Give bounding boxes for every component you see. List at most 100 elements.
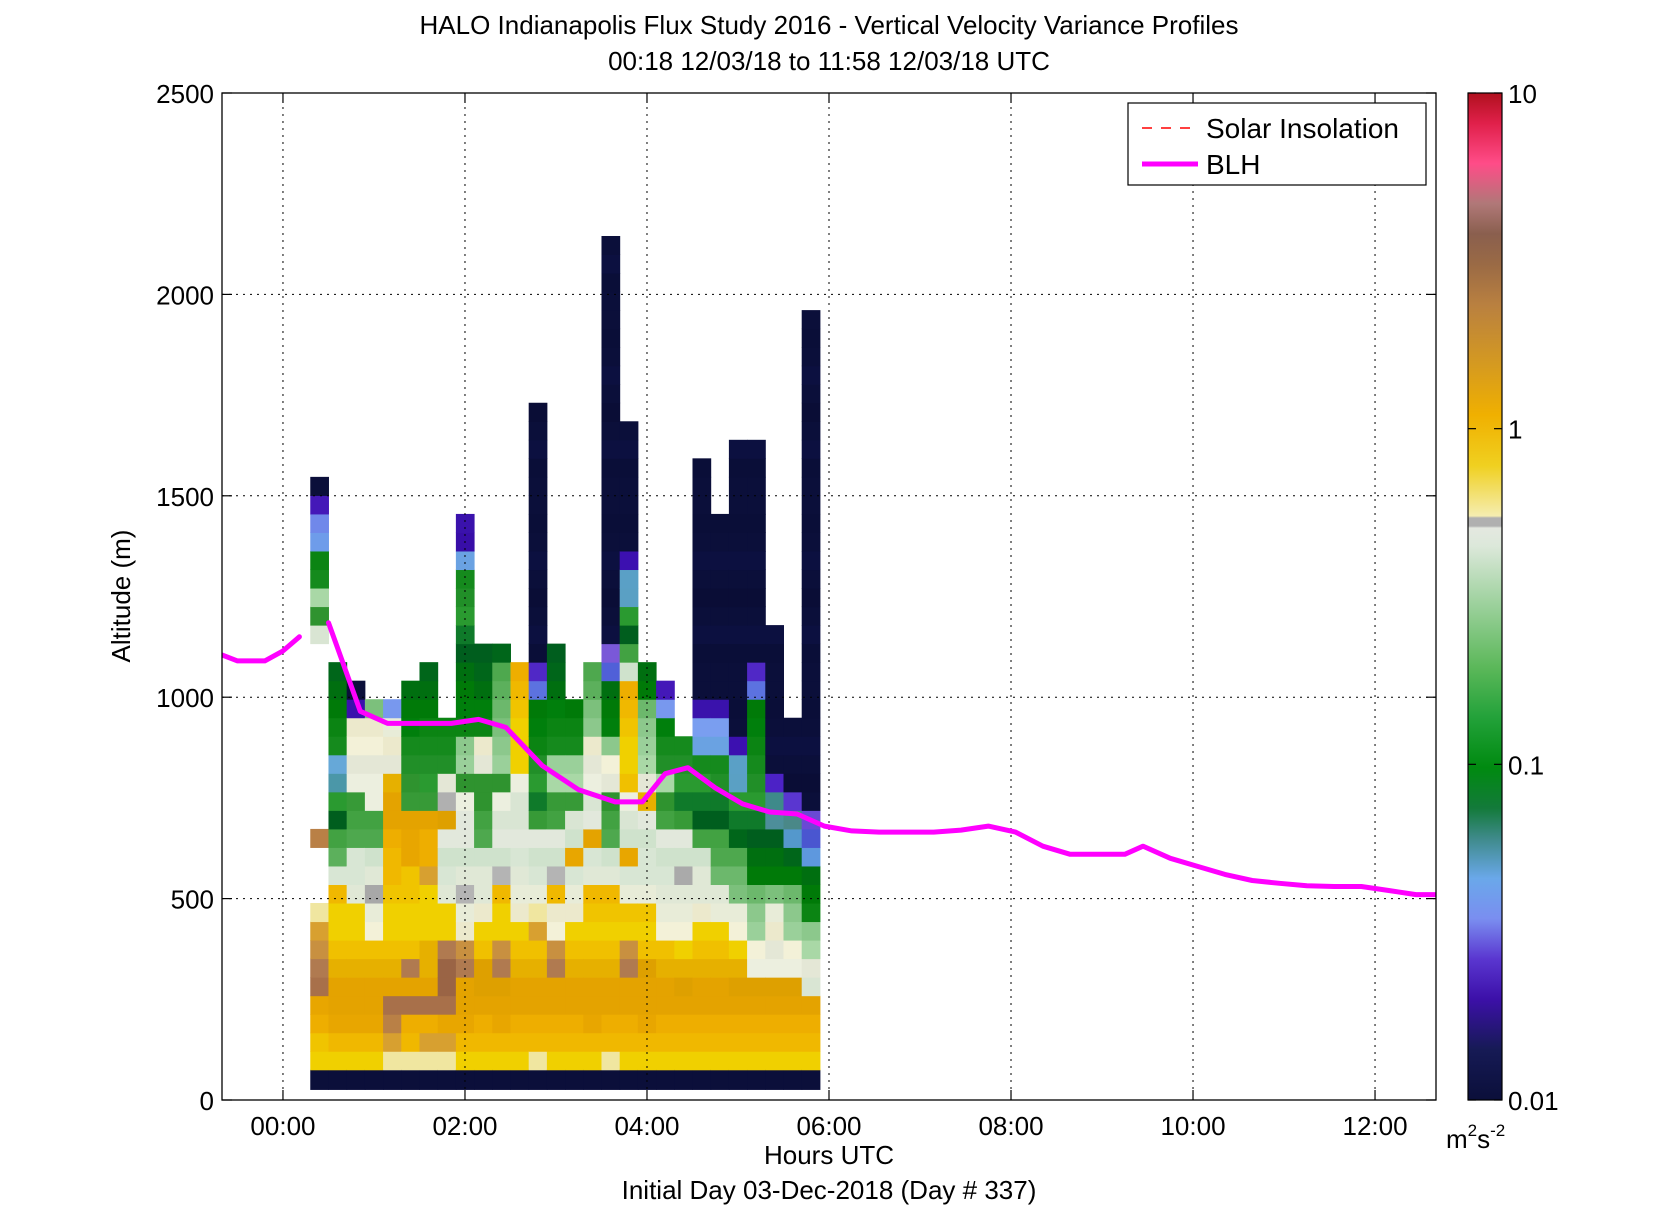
heatmap-cell (492, 643, 511, 663)
heatmap-cell (783, 958, 803, 978)
heatmap-cell (747, 439, 766, 459)
heatmap-cell (510, 977, 530, 997)
heatmap-cell (801, 310, 821, 330)
heatmap-cell (783, 1032, 803, 1052)
heatmap-cell (674, 865, 693, 886)
heatmap-cell (455, 606, 475, 626)
heatmap-cell (801, 791, 821, 811)
heatmap-cell (383, 1051, 402, 1071)
heatmap-cell (601, 995, 621, 1015)
blh-line-group (222, 620, 1436, 898)
heatmap-cell (474, 643, 493, 663)
heatmap-cell (710, 606, 730, 626)
heatmap-cell (346, 1032, 366, 1052)
heatmap-cell (747, 569, 766, 589)
heatmap-cell (674, 810, 693, 830)
heatmap-cell (801, 884, 821, 904)
heatmap-cell (747, 977, 766, 997)
heatmap-cell (583, 884, 602, 904)
heatmap-cell (583, 773, 602, 793)
heatmap-cell (783, 754, 803, 774)
heatmap-cell (601, 347, 621, 367)
heatmap-cell (692, 680, 712, 700)
heatmap-cell (601, 421, 621, 441)
heatmap-cell (674, 958, 693, 978)
heatmap-cell (437, 940, 457, 960)
heatmap-cell (528, 940, 548, 960)
heatmap-cell (601, 513, 621, 533)
heatmap-cell (728, 532, 748, 552)
heatmap-cell (419, 699, 439, 719)
heatmap-cell (619, 643, 639, 663)
heatmap-cell (528, 921, 548, 941)
heatmap-cell (710, 643, 730, 663)
heatmap-cell (310, 1032, 329, 1052)
heatmap-cell (437, 1051, 457, 1071)
heatmap-cell (346, 940, 366, 960)
heatmap-cell (801, 736, 821, 756)
heatmap-cell (656, 865, 675, 886)
heatmap-cell (510, 1032, 530, 1052)
heatmap-cell (565, 1014, 584, 1034)
heatmap-cell (747, 476, 766, 496)
heatmap-cell (419, 662, 439, 682)
heatmap-cell (728, 458, 748, 478)
heatmap-cell (728, 1032, 748, 1052)
heatmap-cell (383, 865, 402, 886)
heatmap-cell (747, 495, 766, 515)
heatmap-cell (401, 977, 420, 997)
heatmap-cell (619, 810, 639, 830)
heatmap-cell (674, 773, 693, 793)
heatmap-cell (801, 625, 821, 645)
heatmap-cell (474, 865, 493, 886)
colorbar-unit-sup2: -2 (1490, 1121, 1505, 1140)
heatmap-cell (747, 940, 766, 960)
heatmap-cell (328, 754, 348, 774)
heatmap-cell (765, 643, 784, 663)
heatmap-cell (656, 1051, 675, 1071)
heatmap-cell (747, 847, 766, 867)
heatmap-cell (674, 903, 693, 923)
heatmap-cell (619, 717, 639, 737)
heatmap-cell (528, 699, 548, 719)
heatmap-cell (510, 884, 530, 904)
heatmap-cell (674, 1014, 693, 1034)
heatmap-cell (801, 754, 821, 774)
legend: Solar Insolation BLH (1127, 102, 1427, 186)
heatmap-cell (801, 569, 821, 589)
legend-label-solar: Solar Insolation (1206, 113, 1399, 144)
heatmap-cell (310, 1051, 329, 1071)
heatmap-cell (601, 439, 621, 459)
heatmap-cell (346, 1014, 366, 1034)
heatmap-cell (419, 884, 439, 904)
heatmap-cell (546, 847, 566, 867)
heatmap-cell (619, 884, 639, 904)
heatmap-cell (601, 903, 621, 923)
heatmap-cell (710, 921, 730, 941)
heatmap-cell (619, 421, 639, 441)
heatmap-cell (692, 1051, 712, 1071)
heatmap-cell (546, 680, 566, 700)
heatmap-cell (510, 662, 530, 682)
heatmap-cell (728, 680, 748, 700)
heatmap-cell (455, 828, 475, 848)
heatmap-cell (637, 754, 657, 774)
heatmap-cell (528, 680, 548, 700)
y-axis-label: Altitude (m) (106, 530, 136, 663)
heatmap-cell (510, 828, 530, 848)
heatmap-cell (401, 995, 420, 1015)
heatmap-cell (637, 1069, 657, 1090)
heatmap-cell (601, 291, 621, 311)
heatmap-cell (419, 995, 439, 1015)
heatmap-cell (765, 958, 784, 978)
heatmap-cell (692, 513, 712, 533)
heatmap-cell (401, 847, 420, 867)
heatmap-cell (528, 532, 548, 552)
heatmap-cell (401, 865, 420, 886)
heatmap-cell (583, 977, 602, 997)
heatmap-cell (455, 940, 475, 960)
heatmap-cell (364, 717, 384, 737)
heatmap-cell (401, 1032, 420, 1052)
heatmap-cell (747, 606, 766, 626)
heatmap-cell (728, 773, 748, 793)
